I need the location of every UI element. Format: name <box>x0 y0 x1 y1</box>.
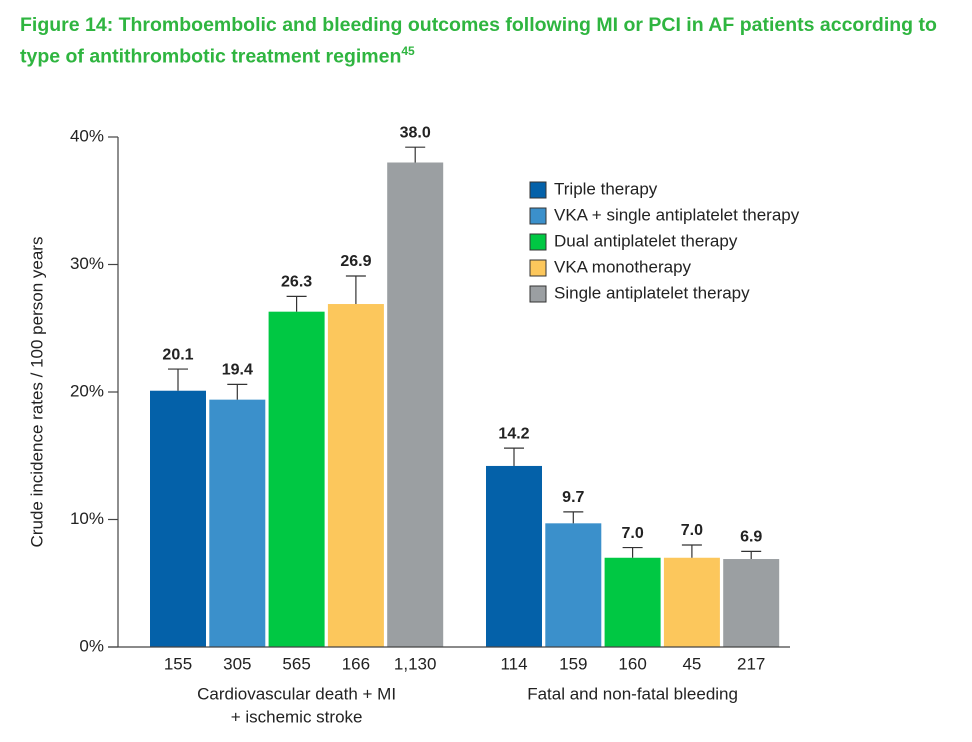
title-reference: 45 <box>401 44 415 58</box>
value-label: 7.0 <box>621 525 643 542</box>
value-label: 19.4 <box>222 362 253 379</box>
bar <box>723 559 780 647</box>
count-label: 305 <box>223 654 251 673</box>
count-label: 155 <box>164 654 192 673</box>
legend-swatch <box>529 181 547 199</box>
y-tick-label: 20% <box>70 381 104 400</box>
legend-label: Single antiplatelet therapy <box>554 283 750 302</box>
bar <box>387 162 444 647</box>
count-label: 217 <box>737 654 765 673</box>
chart-title-block: Figure 14: Thromboembolic and bleeding o… <box>20 12 965 70</box>
value-label: 9.7 <box>562 489 584 506</box>
legend-label: VKA monotherapy <box>554 257 692 276</box>
count-label: 159 <box>559 654 587 673</box>
count-label: 565 <box>282 654 310 673</box>
value-label: 26.9 <box>340 253 371 270</box>
value-label: 14.2 <box>498 425 529 442</box>
y-tick-label: 30% <box>70 254 104 273</box>
legend-label: Dual antiplatelet therapy <box>554 231 738 250</box>
legend-swatch <box>529 285 547 303</box>
legend-swatch <box>529 207 547 225</box>
count-label: 114 <box>500 654 527 673</box>
category-label: Cardiovascular death + MI <box>197 684 396 703</box>
count-label: 45 <box>682 654 701 673</box>
value-label: 20.1 <box>162 346 193 363</box>
category-label: Fatal and non-fatal bleeding <box>527 684 738 703</box>
count-label: 160 <box>618 654 646 673</box>
bar <box>545 523 602 647</box>
chart-title: Figure 14: Thromboembolic and bleeding o… <box>20 14 937 68</box>
legend-swatch <box>529 259 547 277</box>
value-label: 26.3 <box>281 274 312 291</box>
bar <box>268 311 325 647</box>
bar <box>150 390 206 647</box>
legend-label: Triple therapy <box>554 179 658 198</box>
y-tick-label: 10% <box>70 509 104 528</box>
y-axis-label: Crude incidence rates / 100 person years <box>27 237 46 548</box>
category-label: + ischemic stroke <box>231 707 363 726</box>
value-label: 38.0 <box>400 124 431 141</box>
bar <box>663 557 720 647</box>
y-tick-label: 40% <box>70 126 104 145</box>
bar <box>327 304 384 647</box>
legend-label: VKA + single antiplatelet therapy <box>554 205 800 224</box>
value-label: 6.9 <box>740 529 762 546</box>
y-tick-label: 0% <box>79 636 104 655</box>
count-label: 1,130 <box>394 654 437 673</box>
count-label: 166 <box>342 654 370 673</box>
legend-swatch <box>529 233 547 251</box>
bar <box>486 465 542 647</box>
value-label: 7.0 <box>681 522 703 539</box>
bar <box>604 557 661 647</box>
bar <box>209 399 266 647</box>
